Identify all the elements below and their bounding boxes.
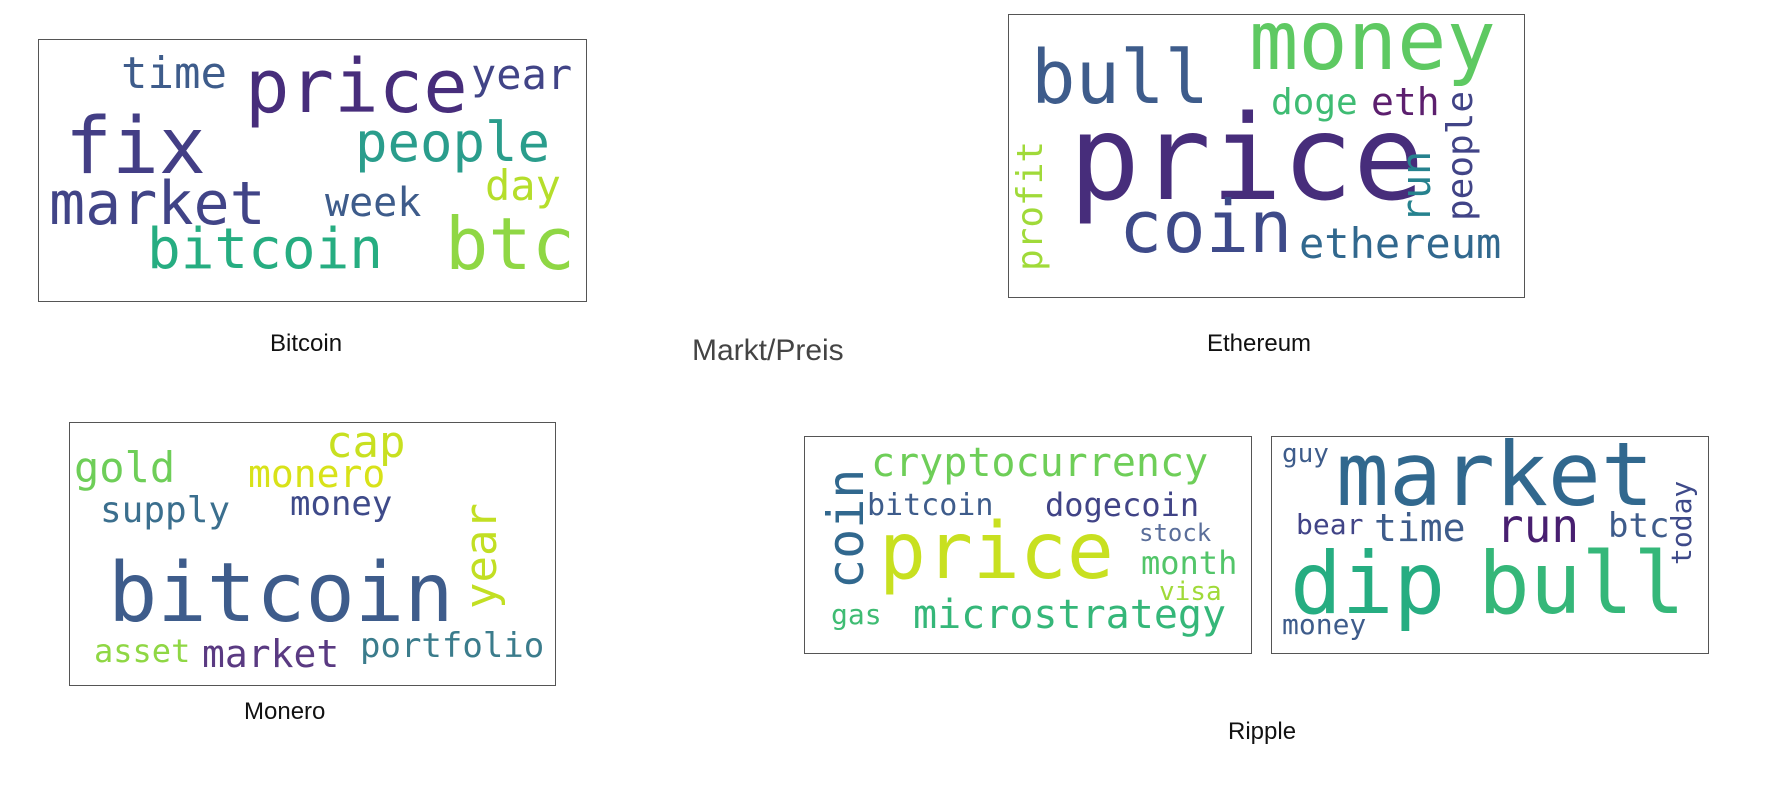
word-time: time — [121, 48, 227, 99]
word-money: money — [1282, 608, 1367, 641]
word-bitcoin: bitcoin — [147, 217, 384, 282]
word-dogecoin: dogecoin — [1045, 486, 1200, 524]
caption-ethereum: Ethereum — [1207, 330, 1312, 357]
wordcloud-monero: gold cap monero supply money year bitcoi… — [69, 422, 556, 686]
word-guy: guy — [1282, 439, 1329, 469]
word-bull: bull — [1031, 35, 1210, 121]
word-eth: eth — [1371, 80, 1440, 124]
word-bitcoin: bitcoin — [867, 488, 994, 523]
word-stock: stock — [1139, 519, 1212, 547]
word-asset: asset — [94, 632, 191, 670]
word-market: market — [1336, 436, 1654, 526]
word-microstrategy: microstrategy — [913, 592, 1227, 638]
word-month: month — [1141, 544, 1238, 582]
word-market: market — [49, 169, 266, 239]
word-profit: profit — [1010, 140, 1051, 271]
wordcloud-bitcoin: time price year fix people market week d… — [38, 39, 587, 302]
word-bull: bull — [1478, 534, 1686, 634]
word-visa: visa — [1159, 577, 1222, 607]
center-label: Markt/Preis — [692, 334, 844, 367]
caption-ripple: Ripple — [1228, 718, 1297, 745]
word-price: price — [245, 44, 468, 130]
caption-bitcoin: Bitcoin — [270, 330, 343, 357]
word-doge: doge — [1271, 82, 1358, 123]
wordcloud-ripple-left: coin cryptocurrency bitcoin dogecoin sto… — [804, 436, 1252, 654]
word-run: run — [1394, 150, 1440, 223]
word-market: market — [202, 632, 340, 676]
word-btc: btc — [445, 202, 576, 286]
word-coin: coin — [1119, 185, 1293, 269]
word-bitcoin: bitcoin — [108, 546, 454, 641]
word-gold: gold — [74, 443, 176, 492]
word-price: price — [879, 507, 1114, 597]
word-price: price — [1069, 89, 1425, 227]
word-gas: gas — [831, 598, 882, 631]
word-coin: coin — [817, 468, 875, 589]
word-portfolio: portfolio — [360, 626, 545, 666]
word-people: people — [355, 111, 551, 174]
word-cap: cap — [326, 422, 406, 468]
word-ethereum: ethereum — [1299, 219, 1502, 268]
word-money: money — [290, 484, 393, 524]
word-bear: bear — [1296, 508, 1364, 541]
word-run: run — [1496, 499, 1580, 553]
word-year: year — [471, 50, 573, 99]
word-people: people — [1440, 90, 1481, 221]
word-btc: btc — [1608, 506, 1670, 546]
word-day: day — [485, 161, 561, 210]
caption-monero: Monero — [244, 698, 326, 725]
word-cryptocurrency: cryptocurrency — [871, 440, 1209, 486]
word-year: year — [456, 503, 507, 609]
wordcloud-ethereum: bull money doge eth price people run pro… — [1008, 14, 1525, 298]
word-time: time — [1374, 506, 1466, 550]
word-dip: dip — [1290, 534, 1446, 634]
word-week: week — [325, 180, 422, 226]
word-fix: fix — [65, 102, 206, 192]
word-monero: monero — [248, 452, 386, 496]
word-money: money — [1249, 14, 1496, 89]
wordcloud-ripple-right: guy market today bear time run btc dip b… — [1271, 436, 1709, 654]
word-supply: supply — [100, 490, 231, 531]
